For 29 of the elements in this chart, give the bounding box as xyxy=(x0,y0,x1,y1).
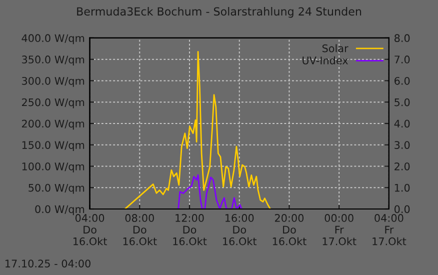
legend-label: Solar xyxy=(322,44,348,52)
y-tick-label: 400.0 W/qm xyxy=(22,34,84,44)
x-tick-label: 16:00 Do 16.Okt xyxy=(223,214,257,246)
y2-tick-label: 7.0 xyxy=(394,56,410,64)
y-tick-label: 300.0 W/qm xyxy=(22,76,84,87)
y2-tick-label: 4.0 xyxy=(394,120,410,128)
x-tick-label: 04:00 Do 16.Okt xyxy=(73,214,107,246)
y2-tick-label: 6.0 xyxy=(394,76,410,85)
x-tick-label: 04:00 Fr 17.Okt xyxy=(372,214,406,246)
y-tick-label: 0.0 W/qm xyxy=(35,205,84,216)
legend-label: UV-Index xyxy=(302,56,348,64)
y-tick-label: 150.0 W/qm xyxy=(22,141,84,151)
y-tick-label: 350.0 W/qm xyxy=(22,56,84,66)
x-tick-label: 20:00 Do 16.Okt xyxy=(272,214,306,246)
x-tick-label: 00:00 Fr 17.Okt xyxy=(322,214,356,246)
x-tick-label: 08:00 Do 16.Okt xyxy=(123,214,157,246)
y-tick-label: 50.0 W/qm xyxy=(28,184,84,194)
y2-tick-label: 2.0 xyxy=(394,162,410,170)
text: 17.10.25 - 04:00 xyxy=(6,260,90,268)
y2-tick-label: 3.0 xyxy=(394,141,410,149)
y2-tick-label: 5.0 xyxy=(394,98,410,106)
x-tick-label: 12:00 Do 16.Okt xyxy=(173,214,207,246)
y-tick-label: 250.0 W/qm xyxy=(22,98,84,108)
y-tick-label: 100.0 W/qm xyxy=(22,162,84,172)
y2-tick-label: 8.0 xyxy=(394,34,410,42)
y-tick-label: 200.0 W/qm xyxy=(22,120,84,130)
y2-tick-label: 1.0 xyxy=(394,184,410,192)
chart-title: Bermuda3Eck Bochum - Solarstrahlung 24 Stunden xyxy=(77,7,362,18)
y2-tick-label: 0.0 xyxy=(394,205,410,214)
